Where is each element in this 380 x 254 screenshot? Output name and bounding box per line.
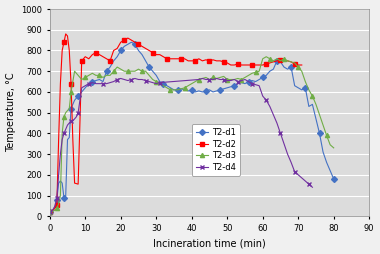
T2-d2: [228, 64, 233, 67]
T2-d3: [278, 59, 283, 62]
Line: T2-d3: T2-d3: [48, 55, 336, 214]
T2-d3: [179, 87, 184, 90]
T2-d1: [83, 86, 87, 89]
T2-d3: [48, 211, 52, 214]
T2-d4: [289, 161, 293, 164]
T2-d1: [67, 136, 71, 139]
T2-d3: [154, 80, 158, 83]
T2-d1: [143, 59, 148, 62]
T2-d4: [310, 186, 315, 189]
Line: T2-d1: T2-d1: [48, 40, 336, 214]
T2-d4: [76, 111, 81, 114]
T2-d4: [200, 77, 205, 80]
Line: T2-d2: T2-d2: [48, 32, 304, 214]
X-axis label: Incineration time (min): Incineration time (min): [153, 239, 266, 248]
T2-d4: [101, 82, 105, 85]
T2-d3: [331, 146, 336, 149]
T2-d3: [115, 66, 119, 69]
Line: T2-d4: T2-d4: [48, 76, 315, 214]
T2-d2: [136, 43, 141, 46]
Y-axis label: Temperature, °C: Temperature, °C: [6, 73, 16, 152]
T2-d1: [129, 41, 134, 44]
T2-d2: [48, 211, 52, 214]
T2-d4: [119, 77, 123, 80]
T2-d4: [196, 78, 201, 81]
T2-d4: [48, 211, 52, 214]
T2-d1: [299, 88, 304, 91]
T2-d4: [74, 115, 79, 118]
T2-d3: [264, 55, 269, 58]
T2-d3: [93, 74, 98, 77]
T2-d2: [101, 55, 105, 58]
T2-d2: [93, 51, 98, 54]
T2-d1: [63, 194, 68, 197]
Legend: T2-d1, T2-d2, T2-d3, T2-d4: T2-d1, T2-d2, T2-d3, T2-d4: [192, 124, 240, 176]
T2-d2: [299, 64, 304, 67]
T2-d1: [48, 211, 52, 214]
T2-d2: [140, 45, 144, 48]
T2-d2: [186, 59, 190, 62]
T2-d3: [76, 74, 81, 77]
T2-d1: [331, 178, 336, 181]
T2-d2: [63, 33, 68, 36]
T2-d1: [182, 88, 187, 91]
